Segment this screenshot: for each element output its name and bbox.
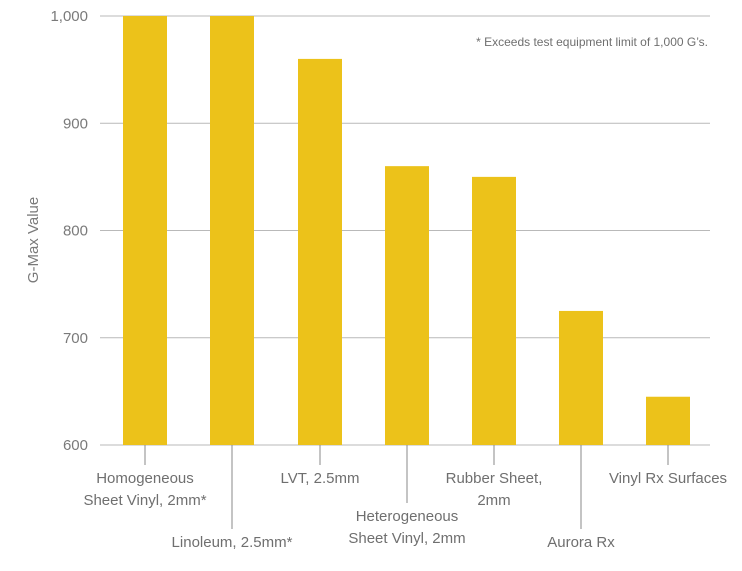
y-tick-label: 600 (63, 437, 88, 454)
category-label: Rubber Sheet, 2mm (446, 470, 543, 509)
category-label: Vinyl Rx Surfaces (609, 470, 727, 487)
y-tick-label: 800 (63, 223, 88, 240)
category-label: Heterogeneous Sheet Vinyl, 2mm (348, 508, 465, 547)
y-axis-ticks: 600 700 800 900 1,000 (50, 8, 88, 454)
category-label: Aurora Rx (547, 534, 615, 551)
category-label: Homogeneous Sheet Vinyl, 2mm* (83, 470, 206, 509)
bars (123, 16, 690, 446)
bar (559, 310, 603, 445)
bar (298, 58, 342, 446)
bar (472, 176, 516, 445)
category-label: LVT, 2.5mm (281, 470, 360, 487)
bar (646, 396, 690, 445)
y-tick-label: 700 (63, 330, 88, 347)
category-label: Linoleum, 2.5mm* (172, 534, 293, 551)
category-labels: Homogeneous Sheet Vinyl, 2mm* Linoleum, 2.… (83, 445, 727, 551)
annotation-note: * Exceeds test equipment limit of 1,000 … (476, 35, 708, 49)
bar (210, 16, 254, 445)
bar (123, 16, 167, 445)
y-axis-title: G-Max Value (25, 197, 42, 283)
y-tick-label: 900 (63, 115, 88, 132)
y-tick-label: 1,000 (50, 8, 88, 25)
bar (385, 166, 429, 445)
